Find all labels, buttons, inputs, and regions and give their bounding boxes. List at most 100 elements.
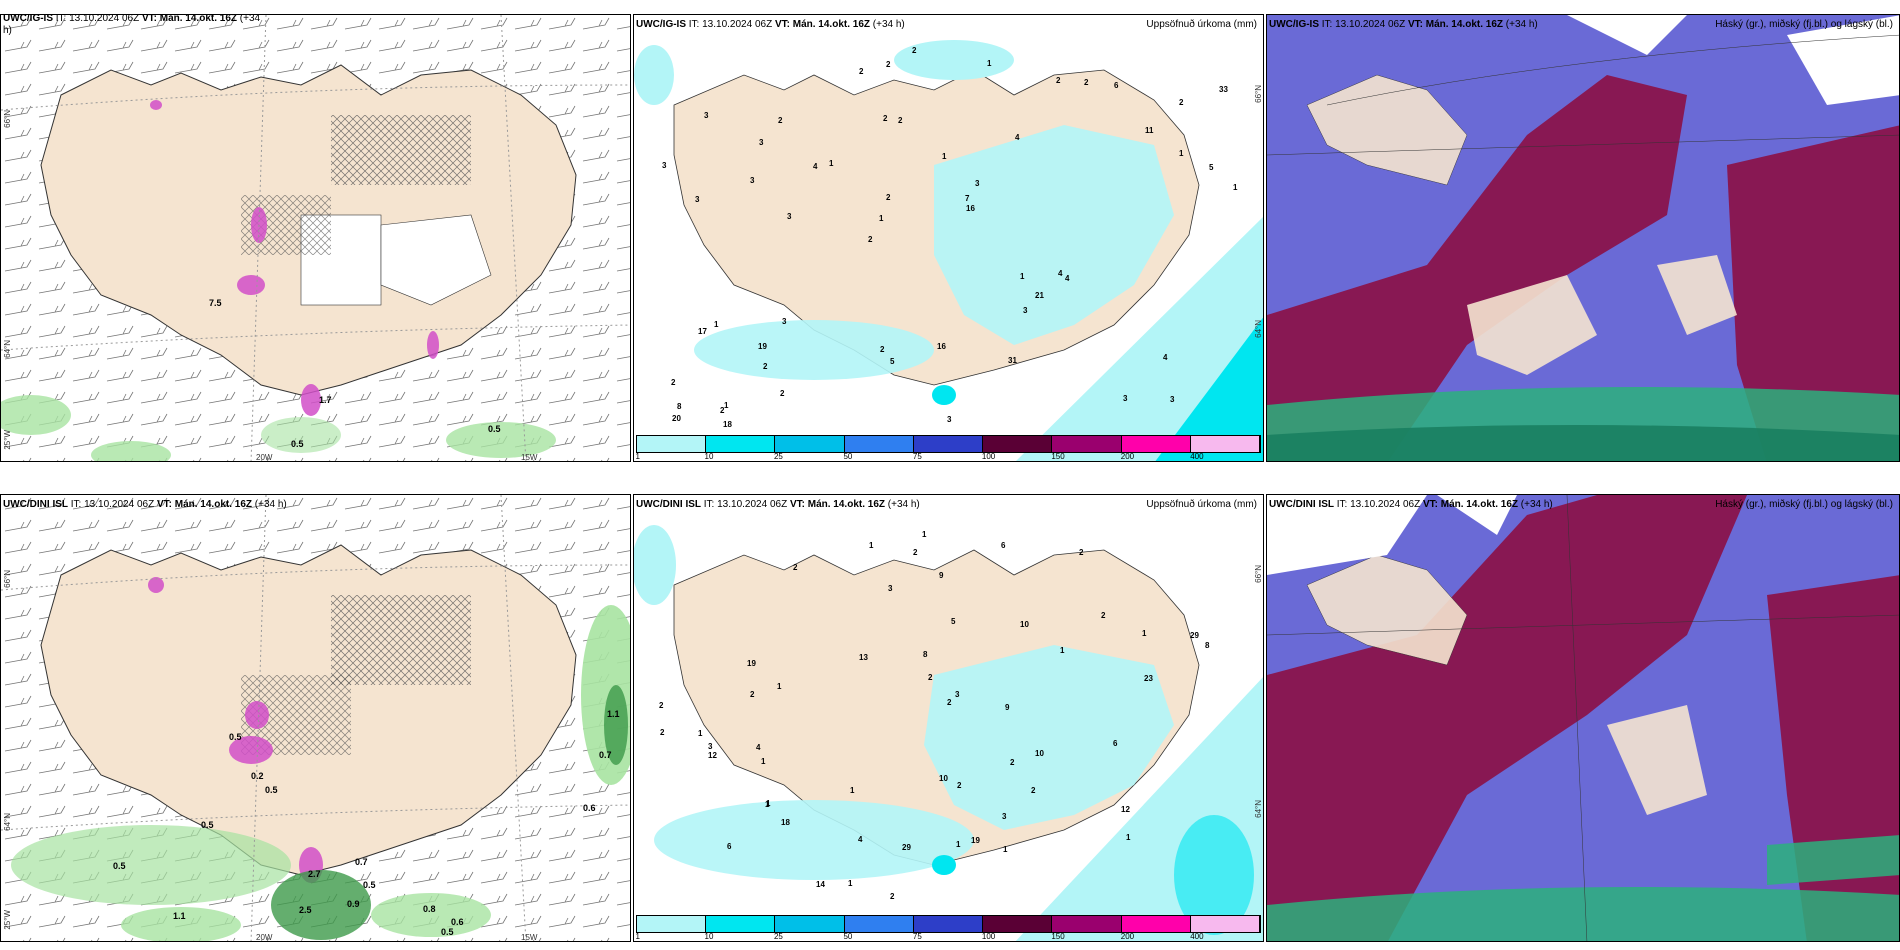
legend-tick-label: 25: [773, 452, 783, 461]
precip-value: 3: [975, 179, 980, 188]
precip-value: 4: [1058, 269, 1063, 278]
precip-value: 2: [1101, 611, 1106, 620]
precip-value: 1: [1233, 183, 1238, 192]
lat-label-66: 66°N: [3, 110, 12, 128]
wind-value: 1.7: [319, 395, 332, 405]
precip-value: 2: [720, 406, 725, 415]
precip-value: 20: [672, 414, 681, 423]
precip-value: 33: [1219, 85, 1228, 94]
precip-value: 5: [890, 357, 895, 366]
precip-map-row2: [634, 495, 1263, 941]
precip-value: 3: [662, 161, 667, 170]
precip-value: 10: [939, 774, 948, 783]
precip-value: 9: [939, 571, 944, 580]
precip-value: 23: [1144, 674, 1153, 683]
legend-swatch: [1190, 916, 1260, 932]
cloud-map-row1: [1267, 15, 1899, 461]
precip-value: 2: [778, 116, 783, 125]
lon-label-25: 25°W: [3, 430, 12, 450]
precip-value: 5: [951, 617, 956, 626]
precip-value: 2: [859, 67, 864, 76]
precip-value: 3: [1123, 394, 1128, 403]
precip-value: 2: [763, 362, 768, 371]
precip-value: 29: [902, 843, 911, 852]
wind-value: 0.7: [355, 857, 368, 867]
precip-value: 1: [714, 320, 719, 329]
precip-value: 2: [886, 193, 891, 202]
legend-tick-label: 10: [704, 932, 714, 941]
precip-value: 1: [766, 799, 771, 808]
precip-value: 3: [750, 176, 755, 185]
lat-label-64: 64°N: [1254, 800, 1263, 818]
legend-swatch: [1052, 436, 1122, 452]
precip-value: 2: [883, 114, 888, 123]
wind-value: 0.6: [583, 803, 596, 813]
precip-value: 2: [890, 892, 895, 901]
legend-tick-label: 75: [912, 452, 922, 461]
wind-value: 0.5: [265, 785, 278, 795]
wind-value: 0.5: [488, 424, 501, 434]
panel-wind-row1: UWC/IG-IS IT: 13.10.2024 06Z VT: Mán. 14…: [0, 14, 631, 462]
precip-value: 7: [965, 194, 970, 203]
wind-value: 0.5: [291, 439, 304, 449]
wind-value: 2.7: [308, 869, 321, 879]
precip-value: 14: [816, 880, 825, 889]
precip-value: 4: [756, 743, 761, 752]
wind-map-row1: [1, 15, 630, 461]
precip-value: 3: [955, 690, 960, 699]
precip-value: 4: [858, 835, 863, 844]
legend-colorbar: [636, 435, 1261, 453]
precip-value: 3: [888, 584, 893, 593]
lon-label-25: 25°W: [3, 910, 12, 930]
legend-tick-label: 10: [704, 452, 714, 461]
legend-swatch: [1121, 436, 1191, 452]
precip-value: 1: [869, 541, 874, 550]
precip-value: 19: [971, 836, 980, 845]
precip-value: 1: [850, 786, 855, 795]
wind-value: 0.5: [201, 820, 214, 830]
precip-value: 2: [868, 235, 873, 244]
precip-value: 3: [708, 742, 713, 751]
precip-map-row1: [634, 15, 1263, 461]
legend-tick-label: 25: [773, 932, 783, 941]
precip-value: 5: [1209, 163, 1214, 172]
precip-value: 31: [1008, 356, 1017, 365]
lat-label-64: 64°N: [3, 340, 12, 358]
precip-value: 1: [698, 729, 703, 738]
precip-value: 2: [913, 548, 918, 557]
precip-value: 2: [1031, 786, 1036, 795]
wind-value: 0.5: [441, 927, 454, 937]
precip-value: 8: [923, 650, 928, 659]
panel-precip-row1: UWC/IG-IS IT: 13.10.2024 06Z VT: Mán. 14…: [633, 14, 1264, 462]
panel-clouds-row2: UWC/DINI ISL IT: 13.10.2024 06Z VT: Mán.…: [1266, 494, 1900, 942]
precip-value: 4: [813, 162, 818, 171]
precip-value: 2: [660, 728, 665, 737]
lat-label-66: 66°N: [1254, 85, 1263, 103]
wind-value: 0.9: [347, 899, 360, 909]
precip-value: 8: [677, 402, 682, 411]
precip-value: 2: [671, 378, 676, 387]
legend-tick-label: 400: [1190, 452, 1204, 461]
lon-label-20: 20W: [256, 453, 273, 462]
lon-label-15: 15W: [521, 933, 538, 942]
precip-value: 3: [1023, 306, 1028, 315]
legend-tick-label: 50: [843, 932, 853, 941]
lon-label-15: 15W: [521, 453, 538, 462]
legend-swatch: [983, 916, 1053, 932]
precip-value: 2: [886, 60, 891, 69]
precip-value: 6: [1114, 81, 1119, 90]
precip-value: 16: [937, 342, 946, 351]
legend-tick-label: 150: [1051, 452, 1065, 461]
legend-swatch: [983, 436, 1053, 452]
precip-value: 6: [1001, 541, 1006, 550]
precip-value: 3: [787, 212, 792, 221]
precip-value: 3: [759, 138, 764, 147]
precip-value: 4: [1163, 353, 1168, 362]
precip-value: 2: [1079, 548, 1084, 557]
legend-tick-label: 1: [635, 452, 641, 461]
wind-value: 1.1: [173, 911, 186, 921]
legend-swatch: [844, 916, 914, 932]
precip-value: 2: [912, 46, 917, 55]
legend-tick-label: 200: [1120, 932, 1135, 941]
precip-value: 1: [922, 530, 927, 539]
